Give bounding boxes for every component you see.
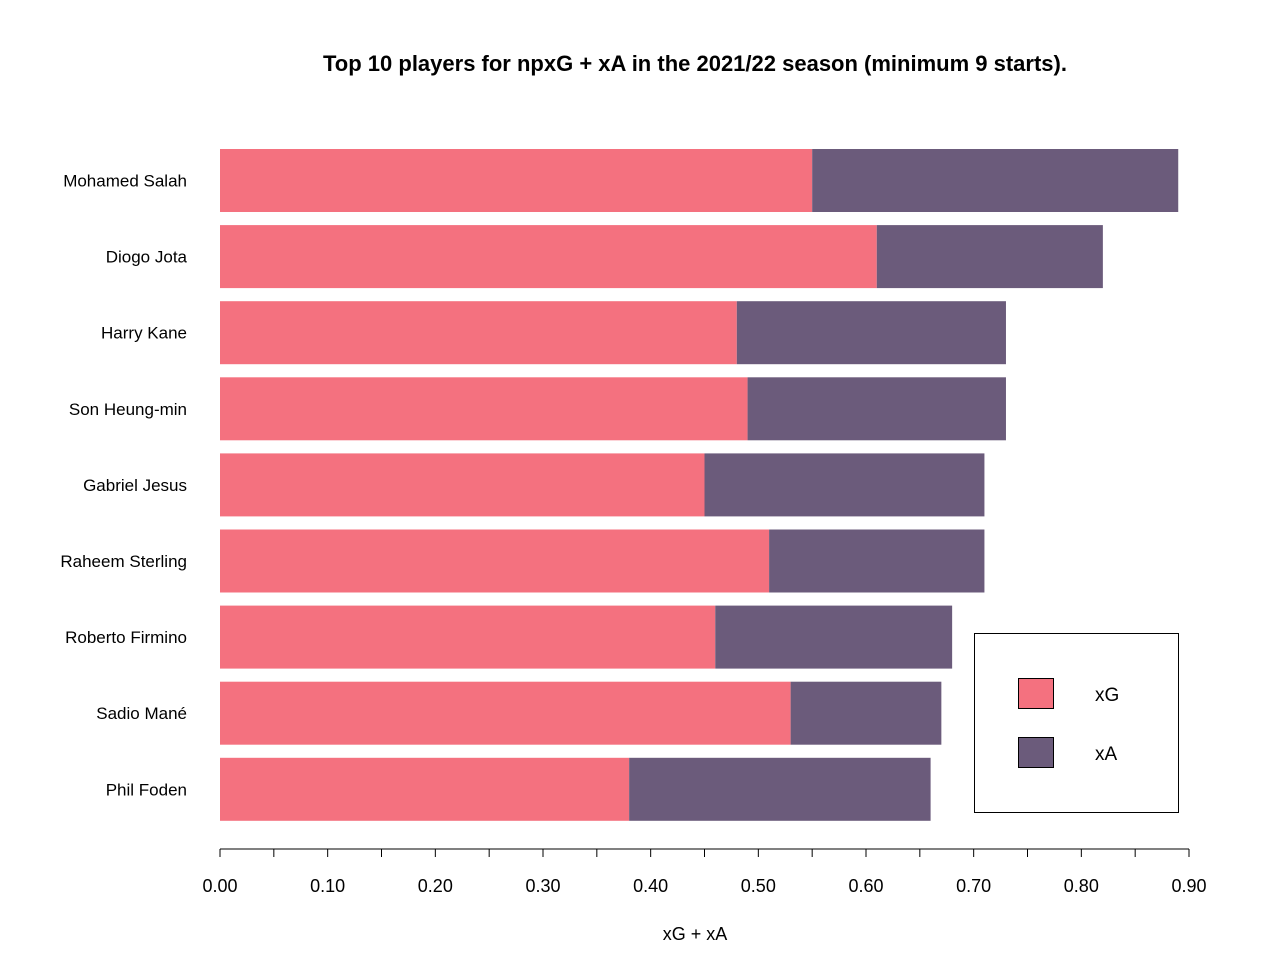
bar-xa-1 (812, 149, 1179, 212)
bar-xg-9 (220, 757, 630, 821)
x-tick-label: 0.20 (418, 876, 453, 896)
bar-xa-8 (790, 681, 942, 745)
x-axis: 0.00 0.10 0.20 0.30 0.40 0.50 0.60 0.70 0.80 0.90 (202, 848, 1207, 896)
x-tick-label: 0.70 (956, 876, 991, 896)
legend-label-xa: xA (1095, 744, 1118, 765)
legend-swatch-xg (1018, 678, 1054, 709)
bar-xa-9 (629, 757, 931, 821)
bar-xa-5 (704, 453, 985, 517)
bar-xg-4 (220, 377, 748, 441)
category-label: Raheem Sterling (60, 552, 187, 571)
x-tick-label: 0.60 (848, 876, 883, 896)
x-axis-title: xG + xA (663, 924, 728, 944)
legend-label-xg: xG (1095, 685, 1119, 706)
category-label: Sadio Mané (96, 704, 187, 723)
x-tick-label: 0.50 (741, 876, 776, 896)
x-tick-label: 0.00 (202, 876, 237, 896)
category-label: Diogo Jota (106, 248, 188, 267)
x-tick-label: 0.10 (310, 876, 345, 896)
bar-xg-2 (220, 225, 877, 289)
bar-xa-7 (715, 605, 953, 669)
category-label: Phil Foden (106, 780, 187, 799)
category-label: Mohamed Salah (63, 172, 187, 191)
category-label: Gabriel Jesus (83, 476, 187, 495)
chart-title: Top 10 players for npxG + xA in the 2021… (323, 51, 1067, 76)
category-label: Son Heung-min (69, 400, 187, 419)
bar-xg-8 (220, 681, 791, 745)
bar-xa-3 (736, 301, 1006, 365)
bar-xa-4 (747, 377, 1006, 441)
bar-xg-3 (220, 301, 737, 365)
x-tick-label: 0.90 (1171, 876, 1206, 896)
legend: xG xA (974, 633, 1179, 813)
bar-xa-2 (876, 225, 1103, 289)
bar-xg-5 (220, 453, 705, 517)
category-label: Harry Kane (101, 324, 187, 343)
category-label: Roberto Firmino (65, 628, 187, 647)
bar-xg-6 (220, 529, 770, 593)
legend-box (974, 633, 1179, 813)
x-tick-label: 0.40 (633, 876, 668, 896)
legend-swatch-xa (1018, 737, 1054, 768)
category-labels: Mohamed Salah Diogo Jota Harry Kane Son Heu… (60, 172, 187, 800)
bar-xg-7 (220, 605, 716, 669)
bars-group (220, 149, 1179, 821)
x-tick-label: 0.80 (1064, 876, 1099, 896)
x-tick-label: 0.30 (525, 876, 560, 896)
bar-xa-6 (769, 529, 985, 593)
bar-xg-1 (220, 149, 813, 212)
